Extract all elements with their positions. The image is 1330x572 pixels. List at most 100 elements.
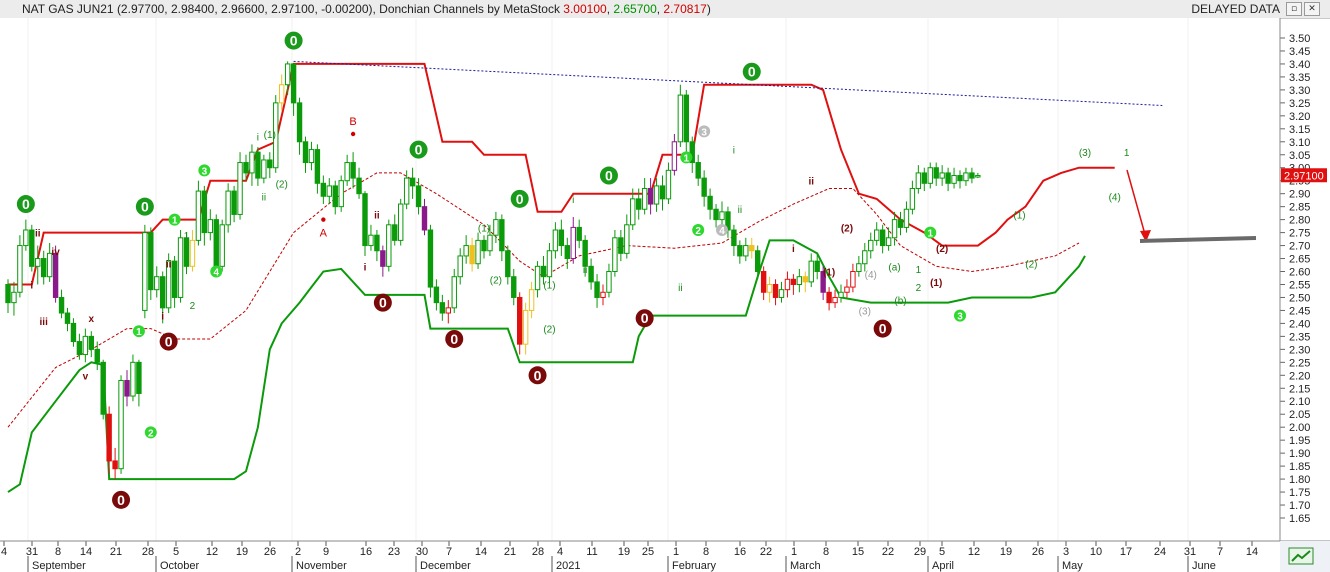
wave-circle [373,293,392,312]
wave-label: 1 [927,229,933,240]
candle-body [267,159,273,169]
arrow-head-icon [1140,230,1151,242]
x-tick-label: 21 [504,546,516,558]
wave-label: 0 [165,334,173,350]
x-tick-label: 22 [760,546,772,558]
y-tick-label: 2.10 [1289,396,1310,408]
candle-body [766,283,773,293]
candle-body [398,203,404,241]
y-tick-label: 2.20 [1289,370,1310,382]
close-icon[interactable]: ✕ [1304,2,1320,16]
candle-body [546,250,553,278]
x-tick-label: 7 [446,546,452,558]
candle-body [64,312,71,324]
wave-circle [742,62,761,81]
wave-label: 0 [450,331,458,347]
candle-body [975,175,981,178]
x-tick-label: 31 [26,546,38,558]
y-tick-label: 3.30 [1289,85,1310,97]
y-tick-label: 1.70 [1289,500,1310,512]
candle-body [118,379,124,470]
x-month-label: 2021 [556,560,580,572]
candle-body [796,276,803,285]
symbol-label: NAT GAS JUN21 [22,2,114,16]
wave-label: (2) [543,325,555,336]
wave-label: 1 [916,265,922,276]
candle-body [409,177,416,187]
x-tick-label: 26 [1032,546,1044,558]
x-tick-label: 31 [1184,546,1196,558]
candle-body [945,172,951,184]
wave-label: 3 [957,312,963,323]
candle-body [243,162,249,174]
candle-body [457,255,463,278]
x-tick-label: 9 [323,546,329,558]
candle-body [88,335,94,350]
y-tick-label: 3.10 [1289,137,1310,149]
wave-label: i [161,312,164,323]
candle-body [273,102,279,169]
wave-label: 3 [202,166,208,177]
candle-body [231,190,237,215]
wave-label: 2 [916,283,922,294]
y-tick-label: 2.25 [1289,357,1310,369]
x-tick-label: 8 [823,546,829,558]
y-tick-label: 1.75 [1289,487,1310,499]
candle-body [106,413,112,462]
minimize-icon[interactable]: ▫ [1286,2,1302,16]
wave-label: 0 [516,191,524,207]
candle-body [582,239,588,267]
candle-body [481,239,487,252]
candle-body [469,245,475,265]
wave-label: 0 [379,295,387,311]
last-price-box [1281,168,1327,183]
x-tick-label: 8 [703,546,709,558]
candle-body [820,271,826,293]
marker-dot [321,217,326,222]
wave-circle [692,224,705,236]
wave-circle [716,224,728,236]
x-tick-label: 17 [1120,546,1132,558]
wave-label: 1 [136,327,142,338]
candle-body [862,250,868,265]
wave-circle [698,125,711,138]
candle-body [41,258,47,278]
y-tick-label: 1.65 [1289,513,1310,525]
x-tick-label: 24 [1154,546,1166,558]
y-tick-label: 2.75 [1289,228,1310,240]
wave-label: 0 [641,310,649,326]
wave-circle [924,226,937,239]
wave-label: ii [738,205,742,216]
candle-body [737,245,743,257]
wave-circle [284,31,303,50]
candle-body [838,291,844,298]
candle-body [160,276,166,309]
candle-body [82,335,89,356]
wave-label: ii [678,283,682,294]
candle-body [671,141,678,171]
x-tick-label: 1 [673,546,679,558]
candle-body [350,162,356,179]
wave-label: 1 [172,216,178,227]
x-tick-label: 28 [142,546,154,558]
y-tick-label: 3.25 [1289,98,1310,110]
x-tick-label: 14 [80,546,92,558]
ohlc-values: (2.97700, 2.98400, 2.96600, 2.97100, -0.… [116,2,376,16]
candle-body [177,237,184,298]
candle-body [540,265,547,278]
candle-body [868,239,874,252]
x-tick-label: 7 [1217,546,1223,558]
y-tick-label: 1.85 [1289,461,1310,473]
wave-label: 0 [605,168,613,184]
y-tick-label: 2.85 [1289,202,1310,214]
candle-body [249,151,255,174]
candle-body [630,198,636,226]
candle-body [641,187,648,210]
candle-body [5,283,11,304]
wave-circle [16,195,35,214]
y-tick-label: 2.90 [1289,189,1310,201]
candle-body [588,265,594,283]
y-tick-label: 3.35 [1289,72,1310,84]
candle-body [189,239,196,267]
